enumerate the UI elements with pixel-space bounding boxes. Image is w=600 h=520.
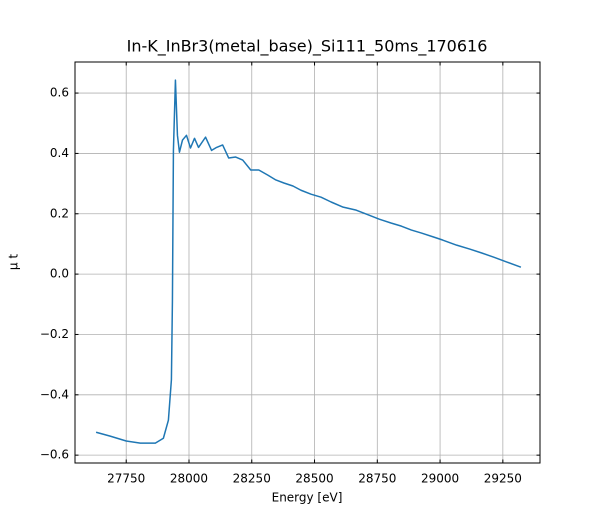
x-tick-label: 28500 [295, 472, 333, 486]
plot-frame [74, 61, 541, 464]
chart-title: In-K_InBr3(metal_base)_Si111_50ms_170616 [127, 37, 488, 57]
y-tick-label: 0.6 [50, 86, 69, 100]
y-tick-label: −0.2 [40, 327, 69, 341]
x-tick-label: 28250 [233, 472, 271, 486]
x-tick-label: 28000 [170, 472, 208, 486]
y-axis-label: μ t [7, 254, 21, 270]
x-tick-label: 28750 [358, 472, 396, 486]
y-tick-label: 0.0 [50, 267, 69, 281]
x-tick-label: 29000 [421, 472, 459, 486]
x-tick-label: 27750 [107, 472, 145, 486]
x-axis-label: Energy [eV] [272, 491, 343, 505]
y-tick-label: 0.4 [50, 146, 69, 160]
y-tick-label: 0.2 [50, 206, 69, 220]
y-tick-label: −0.6 [40, 448, 69, 462]
y-tick-label: −0.4 [40, 387, 69, 401]
data-line [95, 79, 522, 444]
x-tick-label: 29250 [484, 472, 522, 486]
